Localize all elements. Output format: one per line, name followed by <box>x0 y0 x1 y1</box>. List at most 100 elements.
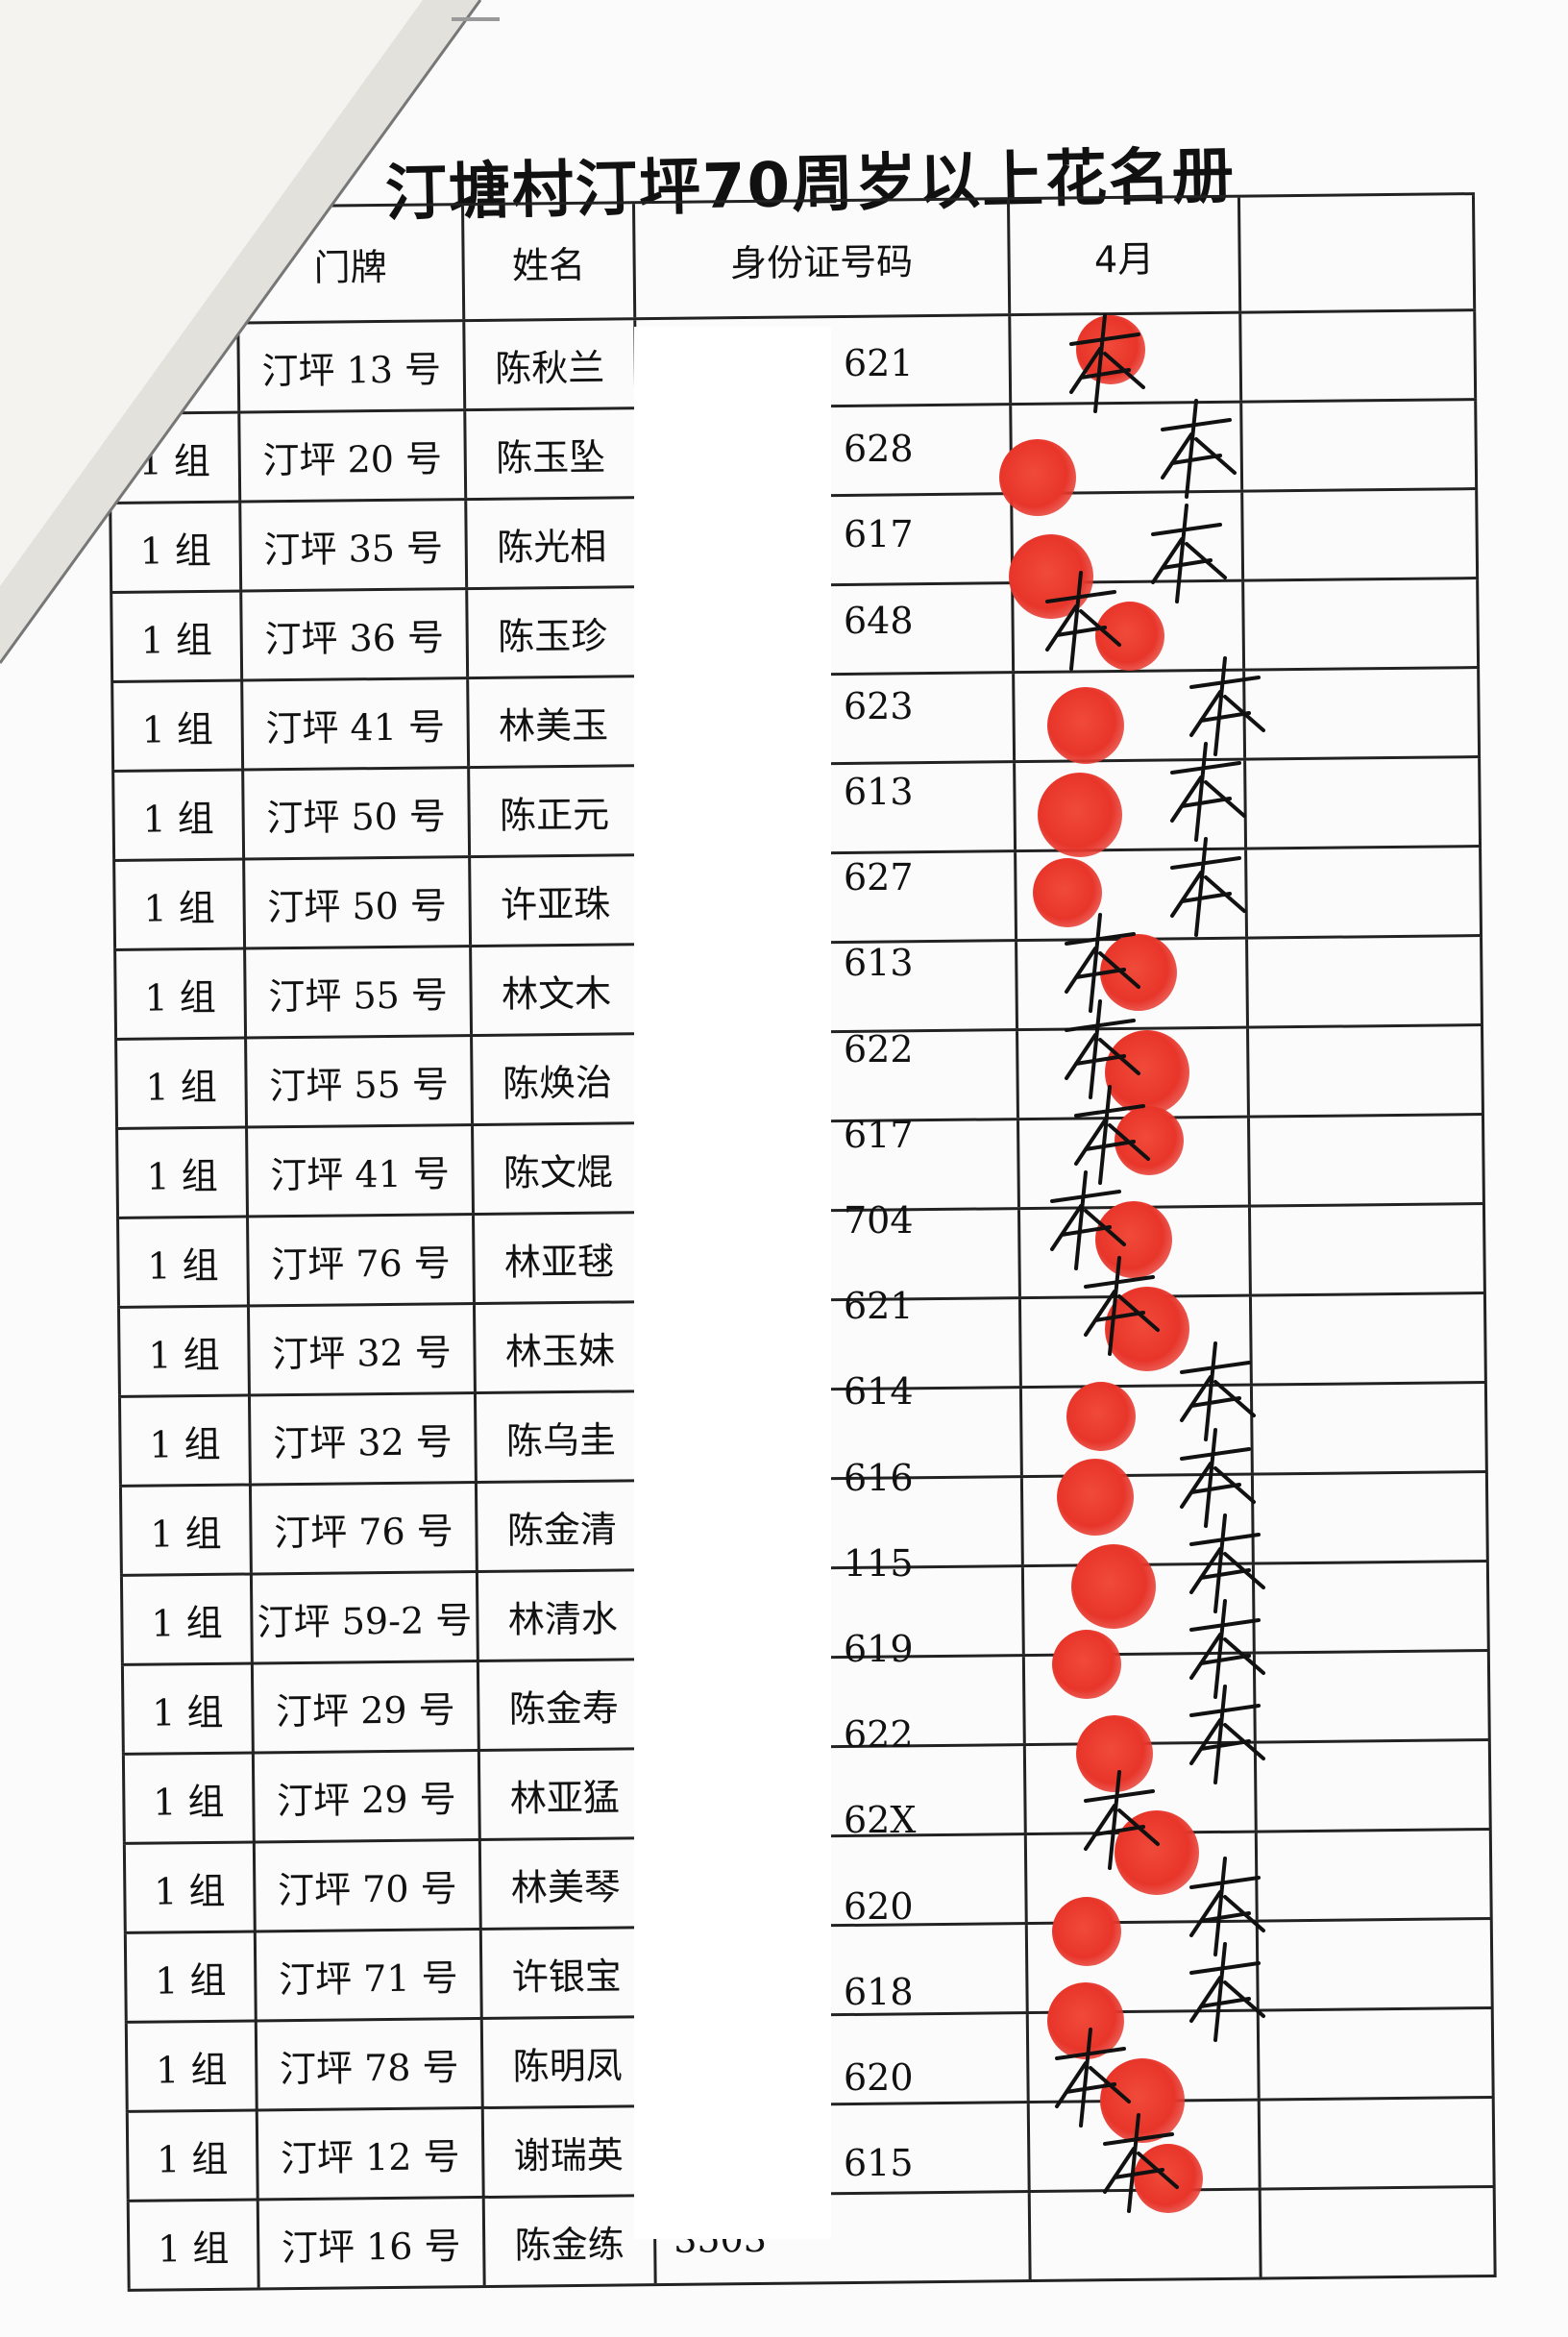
handwritten-signature <box>1180 1341 1256 1442</box>
header-extra <box>1237 195 1477 311</box>
door-number: 汀坪 76 号 <box>246 1216 473 1305</box>
group-cell: 1 组 <box>125 2111 257 2200</box>
group-cell: 1 组 <box>124 2022 256 2110</box>
door-number: 汀坪 32 号 <box>247 1305 474 1394</box>
handwritten-signature <box>1151 504 1227 604</box>
fingerprint-stamp <box>1047 686 1124 764</box>
id-number-suffix: 620 <box>844 2056 914 2099</box>
group-cell: 1 组 <box>117 1396 249 1485</box>
fingerprint-stamp <box>1052 1896 1121 1966</box>
door-number: 汀坪 70 号 <box>252 1841 479 1931</box>
redaction-mask <box>634 327 831 2239</box>
handwritten-signature <box>1180 1427 1256 1528</box>
extra-cell <box>1254 1830 1493 1920</box>
door-number: 汀坪 71 号 <box>253 1931 480 2020</box>
id-number-suffix: 616 <box>844 1456 914 1499</box>
header-month: 4月 <box>1006 197 1239 314</box>
door-number: 汀坪 41 号 <box>240 679 468 769</box>
extra-cell <box>1246 1026 1484 1116</box>
handwritten-signature <box>1055 2028 1131 2128</box>
fingerprint-stamp <box>1047 1981 1124 2059</box>
fingerprint-stamp <box>1095 1201 1172 1278</box>
id-number-suffix: 614 <box>844 1370 914 1414</box>
paper-curl <box>0 0 500 664</box>
person-name: 许亚珠 <box>468 856 641 946</box>
handwritten-signature <box>1189 655 1265 756</box>
door-number: 汀坪 16 号 <box>256 2199 483 2288</box>
handwritten-signature <box>1084 1770 1160 1871</box>
handwritten-signature <box>1170 742 1246 842</box>
person-name: 陈明凤 <box>479 2018 652 2107</box>
person-name: 陈金清 <box>474 1482 647 1571</box>
door-number: 汀坪 55 号 <box>243 947 471 1037</box>
extra-cell <box>1257 2098 1496 2188</box>
door-number: 汀坪 55 号 <box>244 1037 472 1126</box>
group-cell: 1 组 <box>122 1843 254 1931</box>
id-number-suffix: 621 <box>844 1285 914 1328</box>
id-number-suffix: 704 <box>844 1199 914 1242</box>
person-name: 陈金寿 <box>476 1660 649 1750</box>
person-name: 陈乌圭 <box>473 1392 646 1482</box>
extra-cell <box>1239 401 1479 490</box>
person-name: 林亚毬 <box>472 1214 644 1303</box>
person-name: 陈金练 <box>481 2197 654 2286</box>
extra-cell <box>1242 669 1482 758</box>
door-number: 汀坪 50 号 <box>241 769 469 858</box>
person-name: 林亚猛 <box>477 1750 649 1839</box>
extra-cell <box>1244 848 1483 937</box>
extra-cell <box>1256 2008 1495 2099</box>
door-number: 汀坪 12 号 <box>255 2109 482 2199</box>
group-cell: 1 组 <box>115 1128 246 1217</box>
person-name: 林玉妹 <box>472 1303 645 1392</box>
handwritten-signature <box>1189 1513 1265 1613</box>
group-cell: 1 组 <box>116 1218 247 1306</box>
group-cell: 1 组 <box>123 1932 255 2021</box>
group-cell: 1 组 <box>121 1754 253 1842</box>
id-number-suffix: 613 <box>844 942 914 985</box>
person-name: 许银宝 <box>478 1929 651 2018</box>
extra-cell <box>1238 311 1478 401</box>
door-number: 汀坪 32 号 <box>247 1394 475 1484</box>
person-name: 陈文焜 <box>471 1124 643 1214</box>
handwritten-signature <box>1065 998 1140 1099</box>
handwritten-signature <box>1045 570 1121 671</box>
group-cell: 1 组 <box>117 1307 248 1395</box>
id-number-suffix: 627 <box>844 856 914 899</box>
id-number-suffix: 621 <box>844 342 914 384</box>
id-number-suffix: 623 <box>844 684 914 727</box>
id-number-suffix: 619 <box>844 1628 914 1670</box>
id-number-suffix: 617 <box>844 513 914 556</box>
person-name: 林文木 <box>469 946 642 1035</box>
fingerprint-stamp <box>1105 1287 1189 1372</box>
door-number: 汀坪 50 号 <box>242 858 470 947</box>
id-number-suffix: 628 <box>844 428 914 471</box>
extra-cell <box>1240 490 1480 579</box>
group-cell: 1 组 <box>126 2201 257 2289</box>
person-name: 林美玉 <box>466 677 639 767</box>
fingerprint-stamp <box>1057 1458 1134 1536</box>
handwritten-signature <box>1189 1685 1265 1785</box>
handwritten-signature <box>1170 837 1246 938</box>
handwritten-signature <box>1161 399 1237 500</box>
person-name: 林美琴 <box>478 1839 650 1929</box>
person-name: 陈正元 <box>467 767 640 856</box>
group-cell: 1 组 <box>110 681 242 770</box>
group-cell: 1 组 <box>112 860 244 948</box>
fingerprint-stamp <box>1115 1810 1199 1896</box>
door-number: 汀坪 29 号 <box>250 1662 478 1752</box>
id-number-suffix: 622 <box>844 1713 914 1757</box>
extra-cell <box>1253 1740 1492 1831</box>
id-number-suffix: 115 <box>844 1541 914 1585</box>
group-cell: 1 组 <box>120 1664 252 1753</box>
group-cell: 1 组 <box>114 1039 246 1127</box>
handwritten-signature <box>1050 1170 1126 1270</box>
fingerprint-stamp <box>1105 1029 1189 1115</box>
extra-cell <box>1243 758 1482 848</box>
fingerprint-stamp <box>1076 1715 1153 1793</box>
group-cell: 1 组 <box>111 771 243 859</box>
group-cell: 1 组 <box>118 1486 250 1574</box>
fingerprint-stamp <box>1066 1382 1136 1452</box>
handwritten-signature <box>1084 1256 1160 1357</box>
extra-cell <box>1248 1294 1487 1384</box>
extra-cell <box>1251 1562 1490 1652</box>
